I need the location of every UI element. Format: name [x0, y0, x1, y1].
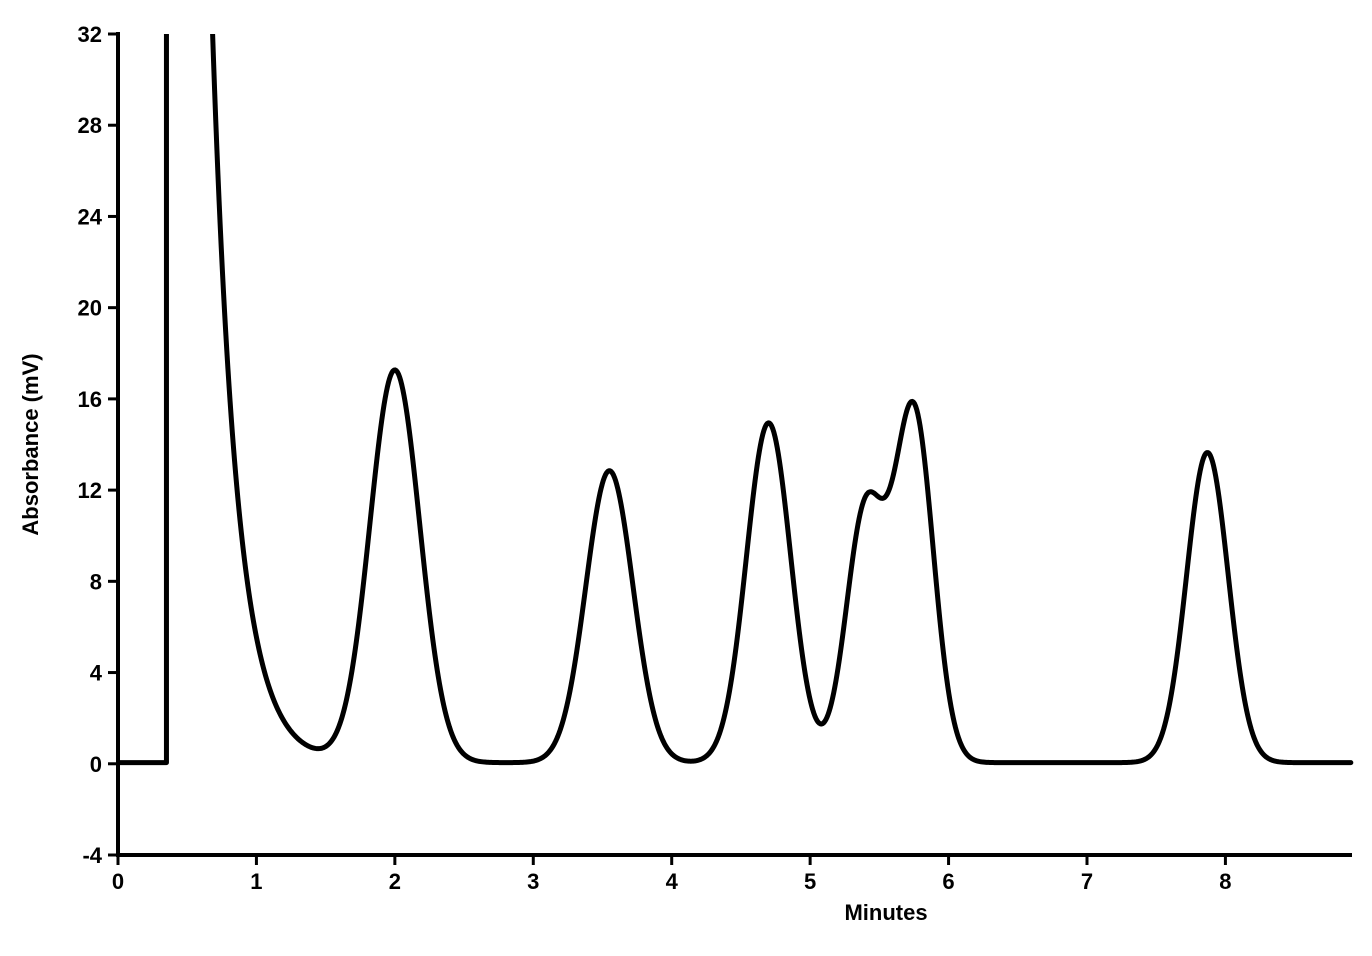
y-tick-label: 20: [78, 296, 102, 321]
y-tick-label: -4: [82, 843, 102, 868]
y-tick-label: 32: [78, 22, 102, 47]
x-tick-label: 8: [1219, 869, 1231, 894]
y-tick-label: 8: [90, 569, 102, 594]
x-tick-label: 7: [1081, 869, 1093, 894]
chromatogram-chart: -4048121620242832012345678Absorbance (mV…: [0, 0, 1372, 956]
chart-svg: -4048121620242832012345678Absorbance (mV…: [0, 0, 1372, 956]
x-tick-label: 0: [112, 869, 124, 894]
x-tick-label: 1: [250, 869, 262, 894]
x-axis-label: Minutes: [844, 900, 927, 925]
chromatogram-trace: [117, 0, 1351, 763]
y-tick-label: 28: [78, 113, 102, 138]
x-tick-label: 2: [389, 869, 401, 894]
y-tick-label: 0: [90, 752, 102, 777]
x-tick-label: 5: [804, 869, 816, 894]
y-axis-label: Absorbance (mV): [18, 353, 43, 535]
y-tick-label: 4: [90, 661, 103, 686]
x-tick-label: 4: [666, 869, 679, 894]
x-tick-label: 6: [942, 869, 954, 894]
y-tick-label: 16: [78, 387, 102, 412]
y-tick-label: 24: [78, 204, 103, 229]
y-tick-label: 12: [78, 478, 102, 503]
x-tick-label: 3: [527, 869, 539, 894]
